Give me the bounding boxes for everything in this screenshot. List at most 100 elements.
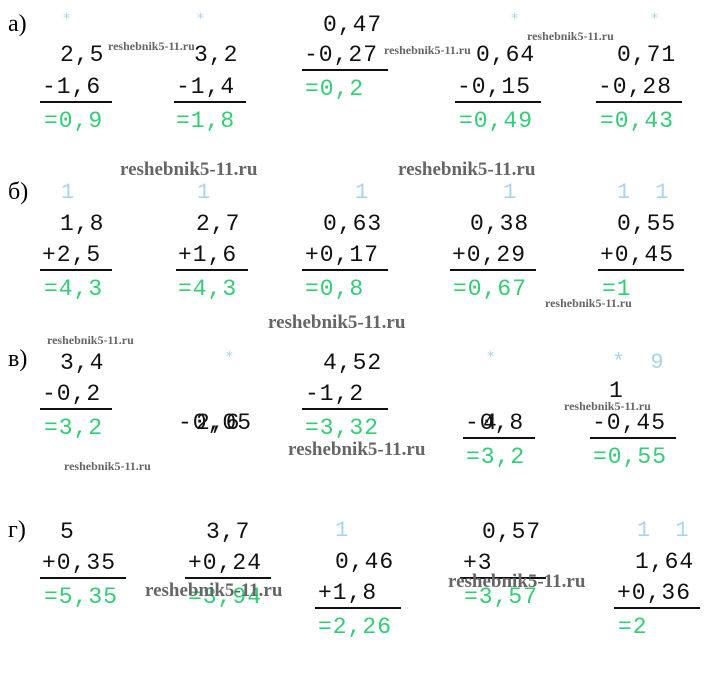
result-line [40, 101, 112, 103]
section-label-b: б) [8, 179, 29, 205]
addend-2: +3 [463, 550, 493, 576]
annotation-mark: 1 1 [617, 180, 675, 205]
minuend: 3,4 [60, 350, 105, 376]
result-line [302, 269, 388, 271]
result: =5,35 [44, 584, 119, 610]
result-line [614, 607, 700, 609]
minuend: 2,6 [196, 410, 241, 436]
result-line [302, 69, 388, 71]
result: =4,3 [178, 276, 238, 302]
addend-2: +0,29 [452, 242, 527, 268]
annotation-mark: * 9 [612, 350, 670, 375]
result-line [302, 408, 388, 410]
minuend: 0,47 [323, 12, 383, 38]
annotation-mark: * [197, 11, 204, 27]
annotation-mark: * [226, 349, 233, 365]
result-line [590, 437, 676, 439]
result: =0,2 [305, 76, 365, 102]
watermark: reshebnik5-11.ru [288, 439, 426, 460]
result: =4,3 [44, 276, 104, 302]
annotation-mark: * [487, 349, 494, 365]
addend-2: +0,24 [188, 550, 263, 576]
subtrahend: -0,27 [304, 42, 379, 68]
watermark: reshebnik5-11.ru [398, 159, 536, 180]
addend-2: +0,36 [617, 580, 692, 606]
addend-2: +1,8 [318, 580, 378, 606]
subtrahend: -1,6 [42, 74, 102, 100]
subtrahend: -0,05 [178, 410, 253, 436]
annotation-mark: 1 [355, 180, 375, 205]
annotation-mark: * [651, 11, 658, 27]
addend-2: +1,6 [178, 242, 238, 268]
watermark: reshebnik5-11.ru [47, 333, 134, 347]
addend-1: 0,57 [482, 519, 542, 545]
result: =3,2 [466, 444, 526, 470]
result-line [40, 408, 112, 410]
result: =1 [602, 276, 632, 302]
subtrahend: -0,2 [42, 381, 102, 407]
result: =0,43 [600, 108, 675, 134]
addend-2: +0,17 [305, 242, 380, 268]
addend-1: 1,64 [635, 549, 695, 575]
annotation-mark: * [63, 11, 70, 27]
section-label-g: г) [8, 517, 26, 543]
result: =3,2 [44, 415, 104, 441]
result-line [598, 269, 684, 271]
minuend: 1 [609, 378, 624, 404]
result-line [176, 269, 248, 271]
result: =0,55 [593, 444, 668, 470]
watermark: reshebnik5-11.ru [448, 571, 586, 592]
result-line [455, 101, 541, 103]
result-line [463, 437, 535, 439]
addend-1: 0,63 [323, 211, 383, 237]
addend-1: 2,7 [196, 211, 241, 237]
addend-2: +0,35 [42, 550, 117, 576]
addend-1: 5 [60, 519, 75, 545]
addend-2: +2,5 [42, 242, 102, 268]
minuend: 4,52 [323, 350, 383, 376]
watermark: reshebnik5-11.ru [564, 399, 651, 413]
result-line [174, 101, 246, 103]
result-line [450, 269, 536, 271]
subtrahend: -1,4 [176, 74, 236, 100]
addend-1: 1,8 [60, 211, 105, 237]
watermark: reshebnik5-11.ru [384, 43, 471, 57]
result-line [40, 269, 112, 271]
result: =0,9 [44, 108, 104, 134]
result: =0,49 [459, 108, 534, 134]
result: =3,94 [188, 584, 263, 610]
result: =0,8 [305, 276, 365, 302]
minuend: 0,64 [476, 42, 536, 68]
subtrahend: -0,15 [457, 74, 532, 100]
annotation-mark: 1 [61, 180, 81, 205]
result: =3,32 [305, 415, 380, 441]
annotation-mark: * [511, 11, 518, 27]
addend-2: +0,45 [600, 242, 675, 268]
watermark: reshebnik5-11.ru [545, 296, 632, 310]
watermark: reshebnik5-11.ru [527, 29, 614, 43]
watermark: reshebnik5-11.ru [120, 159, 258, 180]
minuend: 2,5 [60, 42, 105, 68]
addend-1: 0,38 [470, 211, 530, 237]
result: =2,26 [318, 614, 393, 640]
subtrahend: -0,45 [592, 410, 667, 436]
addend-1: 0,46 [335, 549, 395, 575]
result-line [596, 101, 682, 103]
addend-1: 3,7 [206, 519, 251, 545]
watermark: reshebnik5-11.ru [145, 580, 283, 601]
minuend: 3,2 [194, 42, 239, 68]
annotation-mark: 1 [197, 180, 217, 205]
section-label-v: в) [8, 346, 28, 372]
result-line [315, 607, 401, 609]
annotation-mark: 1 [503, 180, 523, 205]
section-label-a: а) [8, 11, 27, 37]
addend-1: 0,55 [617, 211, 677, 237]
subtrahend: -0,8 [465, 410, 525, 436]
result: =3,57 [464, 584, 539, 610]
result: =0,67 [453, 276, 528, 302]
watermark: reshebnik5-11.ru [64, 459, 151, 473]
watermark: reshebnik5-11.ru [268, 312, 406, 333]
minuend: 4 [483, 410, 498, 436]
minuend: 0,71 [617, 42, 677, 68]
result: =2 [618, 614, 648, 640]
